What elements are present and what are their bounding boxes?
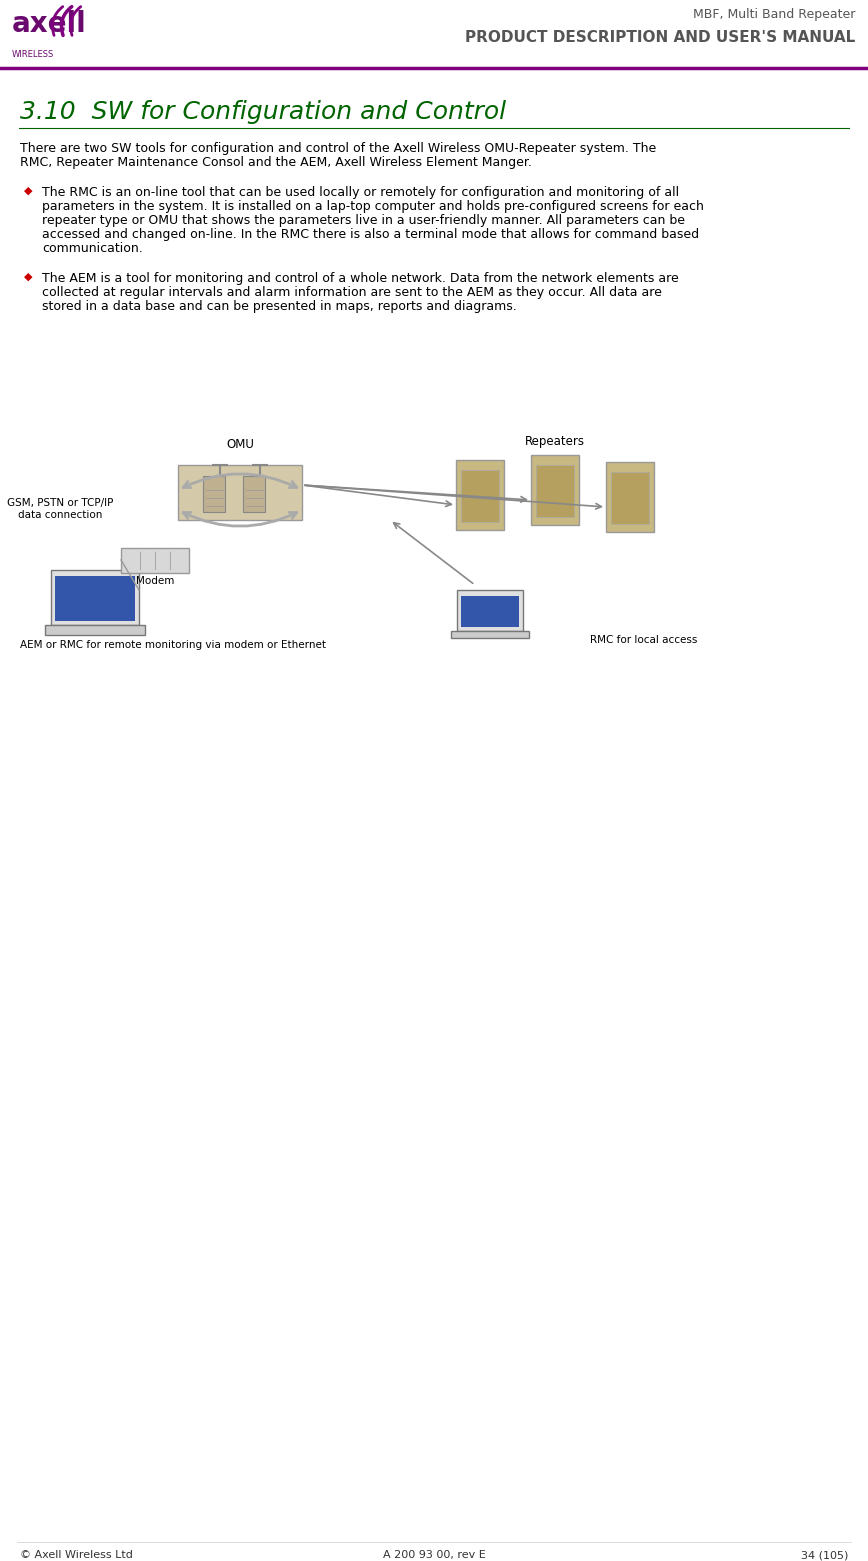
Text: collected at regular intervals and alarm information are sent to the AEM as they: collected at regular intervals and alarm… [42, 286, 662, 300]
Text: MBF, Multi Band Repeater: MBF, Multi Band Repeater [693, 8, 855, 20]
Text: axell: axell [12, 9, 87, 37]
Text: data connection: data connection [18, 510, 102, 520]
Text: Modem: Modem [135, 576, 174, 585]
Bar [178, 465, 302, 520]
Bar [606, 462, 654, 532]
Text: Repeaters: Repeaters [525, 436, 585, 448]
Text: RMC for local access: RMC for local access [590, 635, 697, 645]
Text: The RMC is an on-line tool that can be used locally or remotely for configuratio: The RMC is an on-line tool that can be u… [42, 186, 679, 198]
Text: accessed and changed on-line. In the RMC there is also a terminal mode that allo: accessed and changed on-line. In the RMC… [42, 228, 699, 240]
Text: 3.10  SW for Configuration and Control: 3.10 SW for Configuration and Control [20, 100, 506, 123]
Text: ◆: ◆ [24, 186, 32, 197]
Text: ◆: ◆ [24, 272, 32, 283]
Text: AEM or RMC for remote monitoring via modem or Ethernet: AEM or RMC for remote monitoring via mod… [20, 640, 326, 649]
Text: OMU: OMU [226, 439, 254, 451]
Text: WIRELESS: WIRELESS [12, 50, 54, 59]
Bar [461, 470, 499, 521]
Text: © Axell Wireless Ltd: © Axell Wireless Ltd [20, 1550, 133, 1559]
Bar [531, 454, 579, 524]
Bar [45, 624, 145, 635]
Text: PRODUCT DESCRIPTION AND USER'S MANUAL: PRODUCT DESCRIPTION AND USER'S MANUAL [464, 30, 855, 45]
Bar [451, 631, 529, 638]
Bar [243, 476, 265, 512]
Bar [536, 465, 574, 517]
Text: stored in a data base and can be presented in maps, reports and diagrams.: stored in a data base and can be present… [42, 300, 516, 314]
Text: repeater type or OMU that shows the parameters live in a user-friendly manner. A: repeater type or OMU that shows the para… [42, 214, 685, 226]
Bar [51, 570, 139, 624]
Bar [55, 576, 135, 621]
Bar [456, 460, 504, 531]
Bar [611, 471, 649, 524]
Bar [461, 596, 519, 628]
Bar [203, 476, 225, 512]
Text: communication.: communication. [42, 242, 142, 254]
Text: The AEM is a tool for monitoring and control of a whole network. Data from the n: The AEM is a tool for monitoring and con… [42, 272, 679, 286]
Text: There are two SW tools for configuration and control of the Axell Wireless OMU-R: There are two SW tools for configuration… [20, 142, 656, 155]
Bar [121, 548, 189, 573]
Text: RMC, Repeater Maintenance Consol and the AEM, Axell Wireless Element Manger.: RMC, Repeater Maintenance Consol and the… [20, 156, 532, 169]
Text: 34 (105): 34 (105) [800, 1550, 848, 1559]
Bar [457, 590, 523, 631]
Text: GSM, PSTN or TCP/IP: GSM, PSTN or TCP/IP [7, 498, 113, 507]
Text: A 200 93 00, rev E: A 200 93 00, rev E [383, 1550, 485, 1559]
Text: parameters in the system. It is installed on a lap-top computer and holds pre-co: parameters in the system. It is installe… [42, 200, 704, 212]
